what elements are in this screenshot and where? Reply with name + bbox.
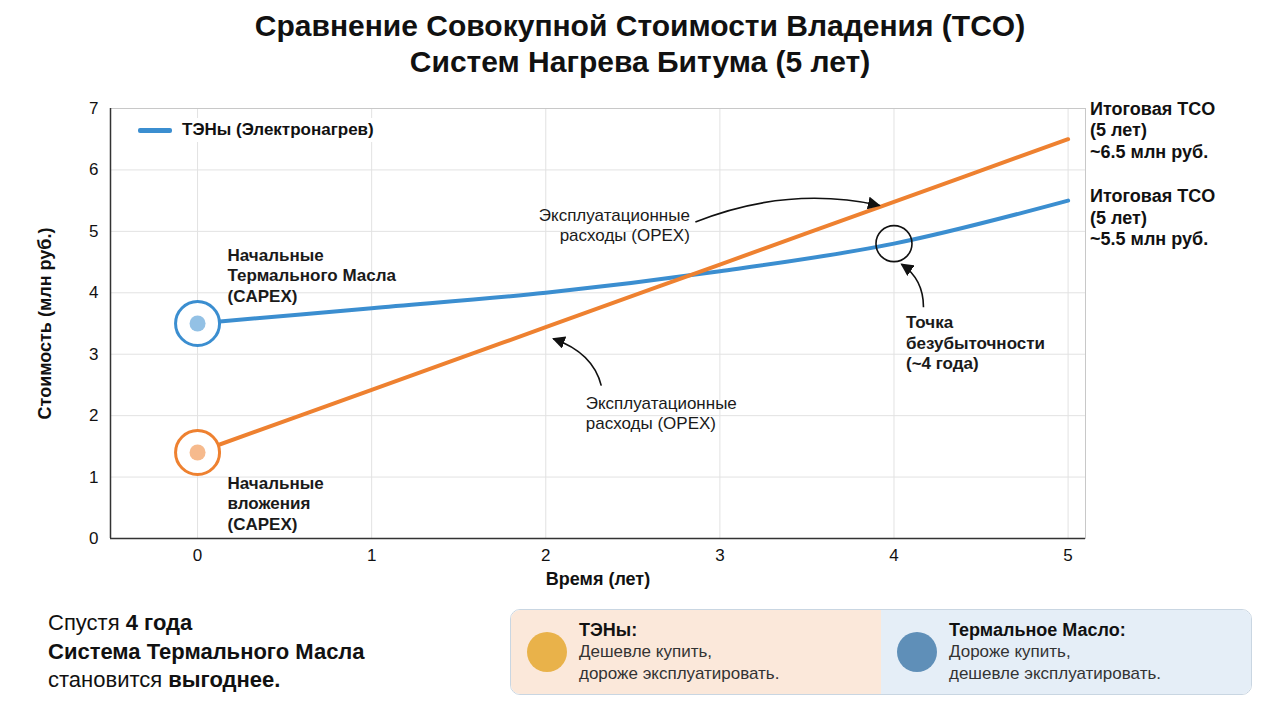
svg-text:5: 5 — [89, 222, 98, 241]
html-text:ТЭНы (Электронагрев): ТЭНы (Электронагрев) — [182, 120, 374, 139]
svg-text:НачальныеТермального Масла(CAP: НачальныеТермального Масла(CAPEX) — [228, 246, 397, 306]
html-text:Система Термального Масла стан: Система Термального Масла становится выг… — [48, 638, 365, 693]
svg-text:2: 2 — [541, 546, 550, 565]
svg-text:7: 7 — [89, 99, 98, 118]
svg-text:3: 3 — [715, 546, 724, 565]
svg-text:5: 5 — [1063, 546, 1072, 565]
svg-text:Эксплуатационныерасходы (OPEX): Эксплуатационныерасходы (OPEX) — [539, 206, 690, 245]
svg-text:4: 4 — [89, 283, 98, 302]
svg-text:1: 1 — [89, 468, 98, 487]
html-text:ТЭНы:: ТЭНы: — [579, 620, 638, 641]
svg-text:Итоговая TCO(5 лет)~5.5 млн ру: Итоговая TCO(5 лет)~5.5 млн руб. — [1090, 186, 1215, 249]
html-text:Дороже купить, дешевле эксплуа: Дороже купить, дешевле эксплуатировать. — [949, 642, 1161, 683]
svg-text:Итоговая TCO(5 лет)~6.5 млн ру: Итоговая TCO(5 лет)~6.5 млн руб. — [1090, 99, 1215, 162]
html-text:Спустя 4 года: Спустя 4 года — [48, 610, 193, 636]
svg-text:Время (лет): Время (лет) — [546, 569, 650, 589]
html-text:Термальное Масло:: Термальное Масло: — [949, 620, 1126, 641]
html-text:Дешевле купить, дороже эксплуа: Дешевле купить, дороже эксплуатировать. — [579, 642, 780, 683]
svg-text:6: 6 — [89, 160, 98, 179]
svg-text:0: 0 — [193, 546, 202, 565]
svg-text:Начальныевложения(CAPEX): Начальныевложения(CAPEX) — [228, 474, 324, 534]
svg-text:3: 3 — [89, 345, 98, 364]
svg-text:Эксплуатационныерасходы (OPEX): Эксплуатационныерасходы (OPEX) — [586, 394, 737, 433]
svg-text:Точкабезубыточности(~4 года): Точкабезубыточности(~4 года) — [906, 313, 1045, 373]
svg-text:4: 4 — [889, 546, 898, 565]
svg-text:Стоимость (млн руб.): Стоимость (млн руб.) — [35, 228, 55, 420]
html-text:Сравнение Совокупной Стоимости: Сравнение Совокупной Стоимости Владения … — [254, 9, 1026, 78]
svg-text:1: 1 — [367, 546, 376, 565]
svg-text:0: 0 — [89, 529, 98, 548]
svg-text:2: 2 — [89, 406, 98, 425]
